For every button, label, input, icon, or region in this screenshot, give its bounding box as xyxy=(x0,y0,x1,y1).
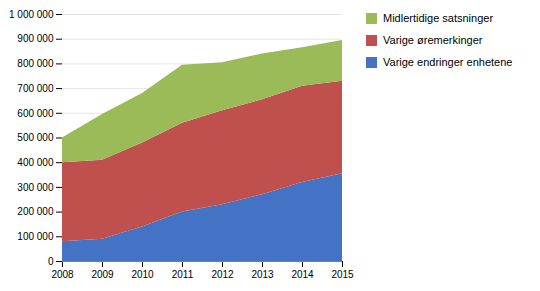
svg-text:2012: 2012 xyxy=(211,269,234,280)
html-text:Varige øremerkinger: Varige øremerkinger xyxy=(383,34,483,46)
svg-text:100 000: 100 000 xyxy=(17,231,54,242)
svg-text:2013: 2013 xyxy=(251,269,274,280)
svg-text:2014: 2014 xyxy=(291,269,314,280)
svg-text:500 000: 500 000 xyxy=(17,132,54,143)
svg-text:200 000: 200 000 xyxy=(17,206,54,217)
svg-text:800 000: 800 000 xyxy=(17,58,54,69)
svg-text:300 000: 300 000 xyxy=(17,182,54,193)
svg-text:2011: 2011 xyxy=(172,269,194,280)
html-text:Varige endringer enhetene: Varige endringer enhetene xyxy=(383,56,513,68)
svg-text:700 000: 700 000 xyxy=(17,83,54,94)
svg-text:600 000: 600 000 xyxy=(17,108,54,119)
svg-text:1 000 000: 1 000 000 xyxy=(9,9,54,20)
html-text:Midlertidige satsninger: Midlertidige satsninger xyxy=(383,12,494,24)
svg-text:0: 0 xyxy=(48,256,54,267)
svg-text:2010: 2010 xyxy=(131,269,154,280)
svg-text:2009: 2009 xyxy=(91,269,114,280)
svg-text:2015: 2015 xyxy=(331,269,354,280)
svg-text:900 000: 900 000 xyxy=(17,33,54,44)
svg-text:400 000: 400 000 xyxy=(17,157,54,168)
svg-text:2008: 2008 xyxy=(51,269,74,280)
